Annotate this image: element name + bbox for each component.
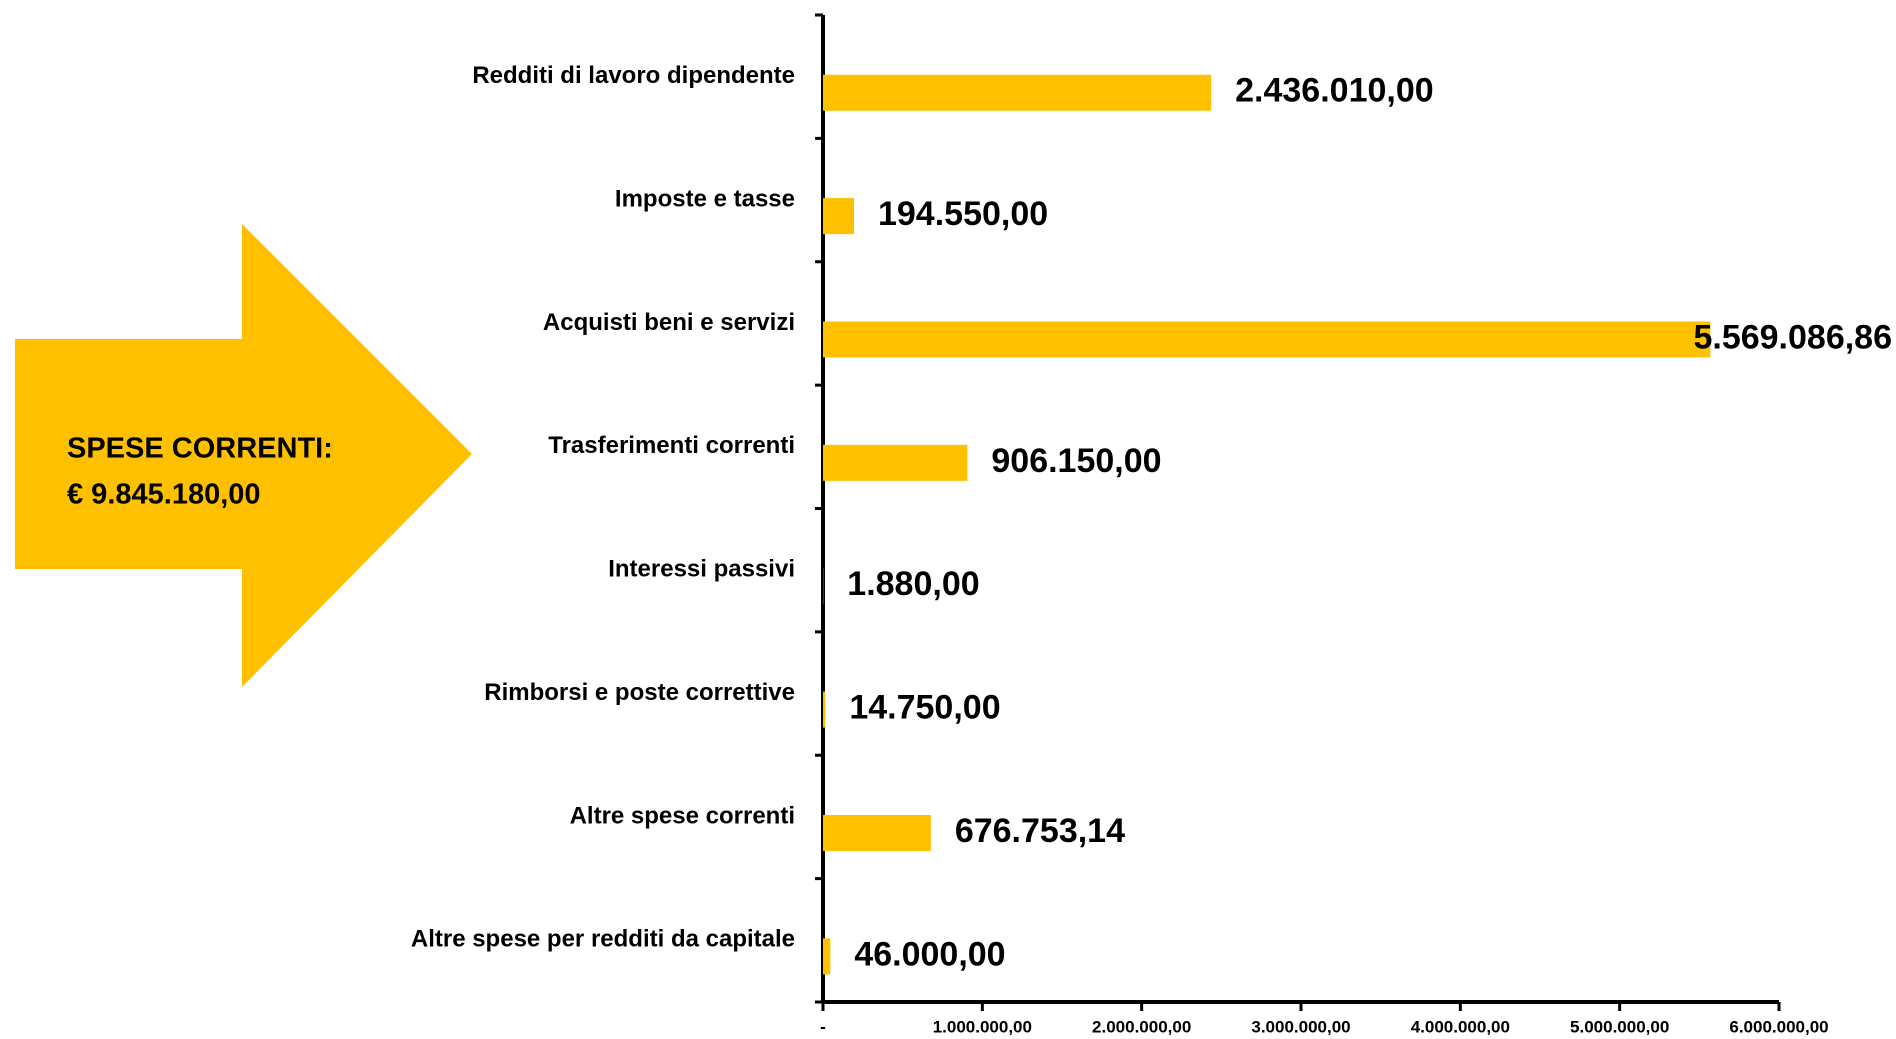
- annotation: SPESE CORRENTI:: [67, 433, 333, 465]
- value-label: 14.750,00: [849, 689, 1000, 727]
- value-label: 5.569.086,86: [1693, 318, 1892, 356]
- y-tick-label: Acquisti beni e servizi: [543, 309, 795, 336]
- value-label: 676.753,14: [955, 812, 1125, 850]
- bar: [823, 691, 826, 728]
- y-tick-label: Trasferimenti correnti: [548, 432, 795, 459]
- y-tick-label: Altre spese correnti: [570, 802, 795, 829]
- y-tick-label: Imposte e tasse: [615, 185, 795, 212]
- x-tick-label: 1.000.000,00: [933, 1017, 1032, 1036]
- y-tick-label: Interessi passivi: [608, 556, 795, 583]
- y-tick-label: Altre spese per redditi da capitale: [411, 926, 795, 953]
- x-tick-label: -: [820, 1017, 826, 1036]
- bar: [823, 814, 931, 851]
- value-label: 46.000,00: [854, 935, 1005, 973]
- value-label: 1.880,00: [847, 565, 979, 603]
- x-tick-label: 2.000.000,00: [1092, 1017, 1191, 1036]
- x-tick-label: 3.000.000,00: [1251, 1017, 1350, 1036]
- y-tick-label: Redditi di lavoro dipendente: [472, 62, 795, 89]
- x-tick-label: 4.000.000,00: [1411, 1017, 1510, 1036]
- value-label: 194.550,00: [878, 195, 1048, 233]
- arrow: [15, 224, 472, 687]
- value-label: 906.150,00: [991, 442, 1161, 480]
- bar: [823, 938, 831, 975]
- y-tick-label: Rimborsi e poste correttive: [484, 679, 795, 706]
- value-label: 2.436.010,00: [1235, 72, 1434, 110]
- annotation: € 9.845.180,00: [67, 479, 261, 511]
- x-tick-label: 6.000.000,00: [1729, 1017, 1828, 1036]
- x-tick-label: 5.000.000,00: [1570, 1017, 1669, 1036]
- bar: [823, 74, 1212, 111]
- bar: [823, 198, 854, 235]
- bar: [823, 444, 968, 481]
- bar: [823, 321, 1711, 358]
